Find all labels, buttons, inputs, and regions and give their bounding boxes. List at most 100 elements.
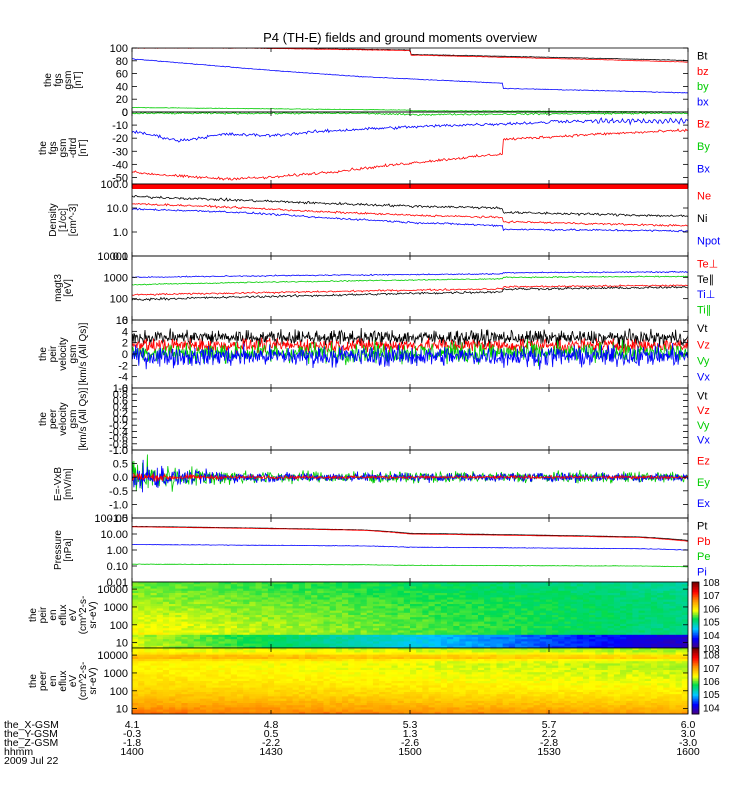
heatmap-cell xyxy=(533,601,541,605)
legend-entry-Vy: Vy xyxy=(697,355,710,367)
heatmap-cell xyxy=(366,597,374,601)
heatmap-cell xyxy=(533,637,541,640)
y-axis-label: the xyxy=(38,347,49,361)
heatmap-cell xyxy=(589,643,596,647)
heatmap-cell xyxy=(490,590,498,594)
heatmap-cell xyxy=(218,687,226,691)
heatmap-cell xyxy=(453,707,461,711)
heatmap-cell xyxy=(552,683,559,686)
heatmap-cell xyxy=(620,599,627,603)
heatmap-cell xyxy=(477,612,485,616)
heatmap-cell xyxy=(403,593,411,596)
heatmap-cell xyxy=(465,584,473,587)
heatmap-cell xyxy=(434,694,442,697)
heatmap-cell xyxy=(422,645,430,648)
heatmap-cell xyxy=(644,641,652,645)
heatmap-cell xyxy=(144,667,152,671)
heatmap-cell xyxy=(267,628,275,631)
heatmap-cell xyxy=(613,626,621,629)
heatmap-cell xyxy=(280,674,288,678)
heatmap-cell xyxy=(508,606,516,609)
heatmap-cell xyxy=(465,674,473,678)
heatmap-cell xyxy=(589,601,596,605)
heatmap-cell xyxy=(428,643,436,647)
heatmap-cell xyxy=(335,663,343,667)
heatmap-cell xyxy=(298,672,306,675)
heatmap-cell xyxy=(199,676,207,680)
heatmap-cell xyxy=(440,703,448,706)
heatmap-cell xyxy=(379,648,386,651)
heatmap-cell xyxy=(447,628,454,631)
heatmap-cell xyxy=(329,711,337,714)
heatmap-cell xyxy=(502,703,510,706)
heatmap-cell xyxy=(193,683,201,686)
series-line-Ni xyxy=(132,195,688,218)
heatmap-cell xyxy=(681,586,688,590)
heatmap-cell xyxy=(261,639,269,642)
heatmap-cell xyxy=(508,709,516,713)
heatmap-cell xyxy=(379,698,386,702)
heatmap-cell xyxy=(366,667,374,671)
heatmap-cell xyxy=(533,667,541,671)
heatmap-cell xyxy=(533,700,541,704)
heatmap-cell xyxy=(471,711,479,714)
heatmap-cell xyxy=(237,711,244,714)
heatmap-cell xyxy=(366,687,374,691)
heatmap-cell xyxy=(496,612,504,616)
heatmap-cell xyxy=(515,626,522,629)
heatmap-cell xyxy=(453,623,461,627)
heatmap-cell xyxy=(132,687,139,691)
heatmap-cell xyxy=(558,588,566,592)
heatmap-cell xyxy=(298,626,306,629)
heatmap-cell xyxy=(243,674,250,678)
heatmap-cell xyxy=(391,588,399,592)
heatmap-cell xyxy=(515,652,522,656)
heatmap-cell xyxy=(657,601,664,605)
heatmap-cell xyxy=(527,584,535,587)
heatmap-cell xyxy=(601,645,609,648)
heatmap-cell xyxy=(385,672,393,675)
heatmap-cell xyxy=(447,650,454,653)
heatmap-cell xyxy=(199,630,207,634)
heatmap-cell xyxy=(552,703,559,706)
heatmap-cell xyxy=(206,652,213,656)
heatmap-cell xyxy=(410,663,417,667)
heatmap-cell xyxy=(545,608,553,612)
heatmap-cell xyxy=(280,700,288,704)
heatmap-cell xyxy=(206,626,213,629)
heatmap-cell xyxy=(342,683,349,686)
heatmap-cell xyxy=(354,632,362,636)
heatmap-cell xyxy=(607,619,615,623)
heatmap-cell xyxy=(545,634,553,638)
heatmap-cell xyxy=(508,683,516,686)
legend-entry-Bt: Bt xyxy=(697,51,707,63)
heatmap-cell xyxy=(175,703,183,706)
heatmap-cell xyxy=(335,705,343,708)
heatmap-cell xyxy=(385,685,393,689)
heatmap-cell xyxy=(317,586,325,590)
heatmap-cell xyxy=(372,630,380,634)
heatmap-cell xyxy=(366,643,374,647)
heatmap-cell xyxy=(144,709,152,713)
heatmap-cell xyxy=(564,597,572,601)
heatmap-cell xyxy=(218,597,226,601)
heatmap-cell xyxy=(298,667,306,671)
heatmap-cell xyxy=(218,586,226,590)
heatmap-cell xyxy=(558,599,566,603)
heatmap-cell xyxy=(162,610,170,614)
heatmap-cell xyxy=(187,711,195,714)
heatmap-cell xyxy=(292,639,300,642)
heatmap-cell xyxy=(663,610,671,614)
heatmap-cell xyxy=(181,696,189,700)
heatmap-cell xyxy=(477,676,485,680)
heatmap-cell xyxy=(632,584,640,587)
heatmap-cell xyxy=(181,619,189,623)
heatmap-cell xyxy=(323,667,331,671)
heatmap-cell xyxy=(162,656,170,660)
heatmap-cell xyxy=(132,694,139,697)
heatmap-cell xyxy=(230,656,238,660)
heatmap-cell xyxy=(286,661,294,664)
heatmap-cell xyxy=(286,608,294,612)
heatmap-cell xyxy=(144,674,152,678)
heatmap-cell xyxy=(224,610,232,614)
